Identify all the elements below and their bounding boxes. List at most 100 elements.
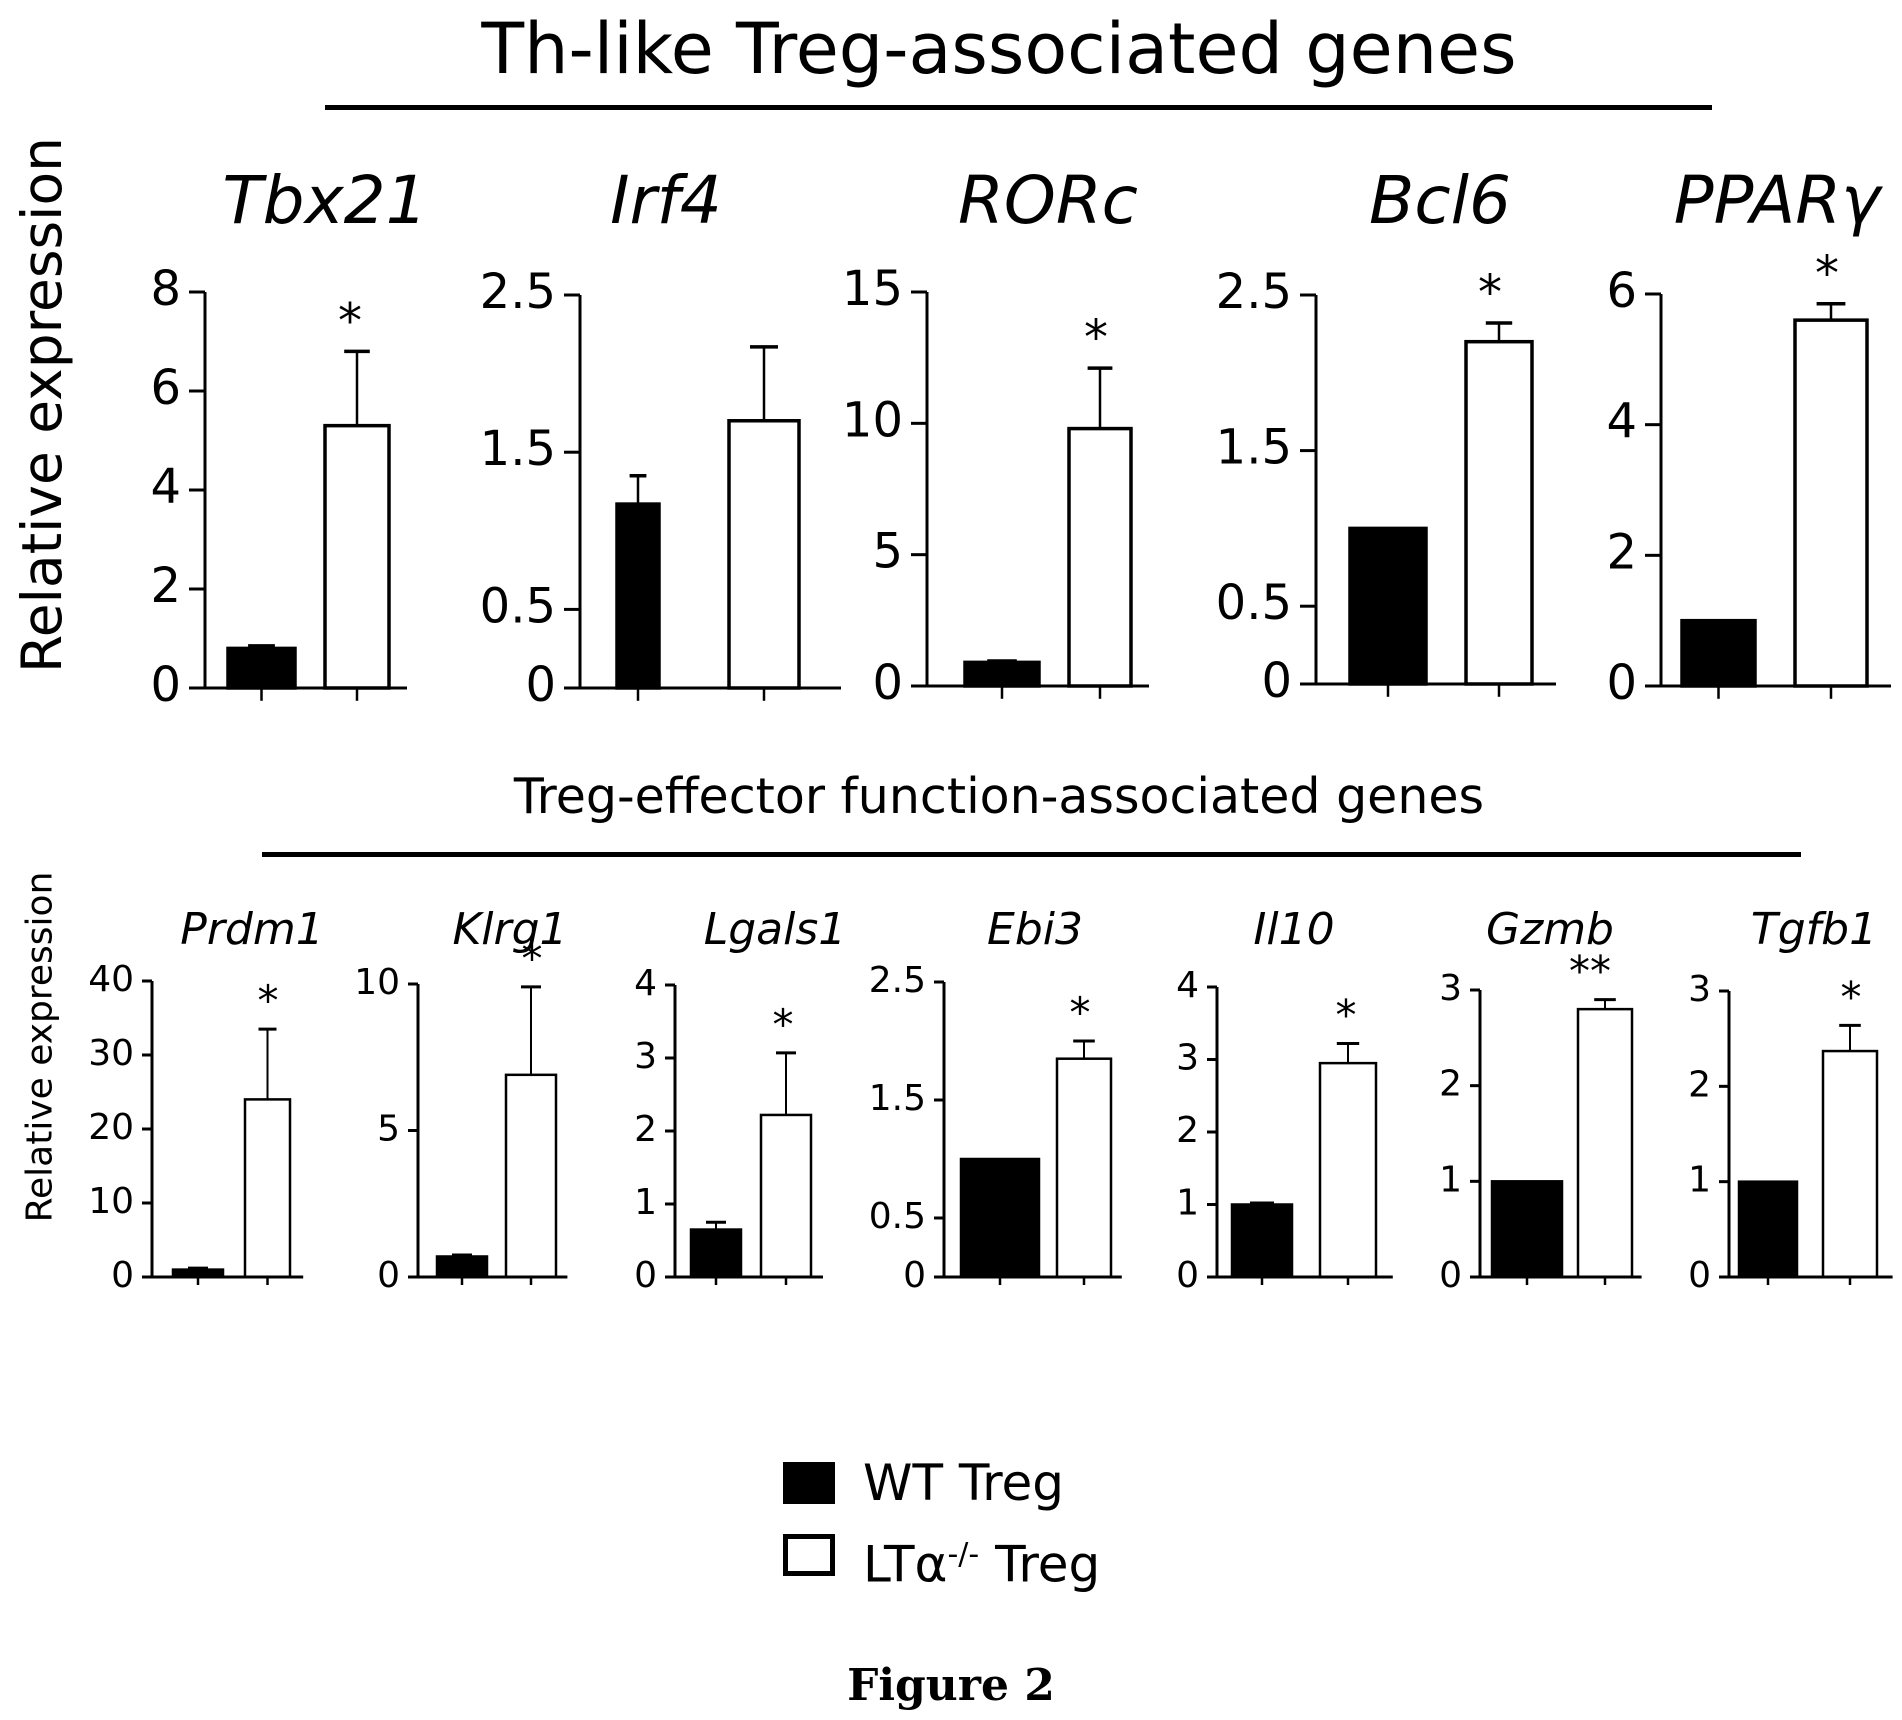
y-tick-label-tgfb1-2: 2 (1688, 1064, 1711, 1105)
chart-title-tbx21: Tbx21 (222, 162, 427, 239)
bar-ppar-ko (1793, 318, 1869, 688)
y-tick-label-lgals1-2: 2 (634, 1109, 657, 1150)
chart-title-ebi3: Ebi3 (987, 904, 1083, 955)
y-tick-label-lgals1-4: 4 (634, 963, 657, 1004)
y-tick-label-ppar-2: 4 (1606, 394, 1637, 450)
bar-ebi3-wt (959, 1157, 1041, 1279)
figure-caption: Figure 2 (847, 1660, 1055, 1711)
y-tick-label-lgals1-0: 0 (634, 1255, 657, 1296)
y-tick-label-rorc-0: 0 (872, 655, 903, 711)
y-tick-label-tgfb1-0: 0 (1688, 1255, 1711, 1296)
bar-bcl6-wt (1348, 526, 1428, 686)
y-tick-label-tbx21-1: 2 (150, 558, 181, 614)
bar-ebi3-ko (1055, 1057, 1113, 1279)
legend-label-ko-suffix: Treg (979, 1535, 1101, 1594)
y-tick-label-gzmb-1: 1 (1439, 1159, 1462, 1200)
chart-title-rorc: RORc (958, 162, 1138, 239)
y-tick-label-il10-2: 2 (1176, 1110, 1199, 1151)
bar-lgals1-wt (689, 1228, 743, 1279)
legend-label-wt: WT Treg (863, 1454, 1065, 1512)
y-tick-label-lgals1-3: 3 (634, 1036, 657, 1077)
y-tick-label-prdm1-0: 0 (111, 1255, 134, 1296)
bar-gzmb-wt (1490, 1180, 1564, 1279)
significance-il10: * (1336, 991, 1357, 1040)
y-tick-label-prdm1-3: 30 (88, 1033, 134, 1074)
bar-ppar-wt (1680, 618, 1757, 688)
chart-title-tgfb1: Tgfb1 (1751, 904, 1877, 955)
y-tick-label-klrg1-2: 10 (354, 962, 400, 1003)
bar-tbx21-wt (226, 646, 297, 690)
y-tick-label-il10-1: 1 (1176, 1183, 1199, 1224)
bar-rorc-wt (963, 660, 1041, 688)
y-tick-label-gzmb-0: 0 (1439, 1255, 1462, 1296)
y-tick-label-tbx21-3: 6 (150, 360, 181, 416)
y-tick-label-gzmb-3: 3 (1439, 968, 1462, 1009)
y-tick-label-prdm1-4: 40 (88, 959, 134, 1000)
bar-tbx21-ko (323, 423, 391, 690)
bar-klrg1-ko (504, 1073, 558, 1279)
bar-gzmb-ko (1576, 1007, 1634, 1279)
y-tick-label-ppar-3: 6 (1606, 263, 1637, 319)
bar-rorc-ko (1067, 426, 1133, 688)
chart-title-klrg1: Klrg1 (452, 904, 567, 955)
bar-lgals1-ko (759, 1113, 813, 1279)
y-tick-label-klrg1-1: 5 (377, 1109, 400, 1150)
chart-title-prdm1: Prdm1 (180, 904, 323, 955)
y-tick-label-rorc-3: 15 (842, 261, 903, 317)
y-tick-label-ppar-0: 0 (1606, 655, 1637, 711)
significance-tgfb1: * (1841, 972, 1862, 1021)
bar-tgfb1-wt (1737, 1180, 1799, 1279)
y-tick-label-tbx21-2: 4 (150, 459, 181, 515)
significance-tbx21: * (338, 293, 362, 349)
legend-swatch-wt (783, 1462, 835, 1504)
legend-label-ko-main: LTα (863, 1535, 948, 1594)
y-tick-label-irf4-1: 0.5 (480, 578, 556, 634)
y-tick-label-bcl6-0: 0 (1261, 653, 1292, 709)
chart-title-irf4: Irf4 (610, 162, 722, 239)
y-tick-label-tbx21-0: 0 (150, 657, 181, 713)
section-title-effector: Treg-effector function-associated genes (513, 768, 1485, 825)
y-tick-label-il10-3: 3 (1176, 1038, 1199, 1079)
y-tick-label-gzmb-2: 2 (1439, 1064, 1462, 1105)
significance-klrg1: * (522, 934, 543, 983)
legend-label-ko: LTα-/- Treg (863, 1530, 1100, 1590)
y-tick-label-tgfb1-3: 3 (1688, 969, 1711, 1010)
bar-tgfb1-ko (1821, 1049, 1879, 1279)
y-tick-label-irf4-3: 2.5 (480, 264, 556, 320)
y-tick-label-rorc-1: 5 (872, 524, 903, 580)
bar-il10-ko (1318, 1061, 1378, 1279)
y-tick-label-il10-0: 0 (1176, 1255, 1199, 1296)
significance-rorc: * (1084, 310, 1108, 366)
significance-gzmb: ** (1569, 947, 1611, 996)
y-tick-label-bcl6-1: 0.5 (1216, 575, 1292, 631)
y-tick-label-ebi3-1: 0.5 (869, 1196, 926, 1237)
y-tick-label-ebi3-0: 0 (903, 1255, 926, 1296)
bar-prdm1-ko (243, 1098, 292, 1279)
y-tick-label-prdm1-2: 20 (88, 1107, 134, 1148)
y-tick-label-il10-4: 4 (1176, 965, 1199, 1006)
y-tick-label-bcl6-3: 2.5 (1216, 264, 1292, 320)
bar-irf4-wt (615, 502, 661, 690)
bar-bcl6-ko (1464, 339, 1534, 686)
significance-ppar: * (1815, 246, 1839, 302)
chart-title-ppar: PPARγ (1674, 162, 1883, 239)
section-title-th-like: Th-like Treg-associated genes (481, 8, 1517, 90)
y-tick-label-ebi3-2: 1.5 (869, 1078, 926, 1119)
y-tick-label-ebi3-3: 2.5 (869, 960, 926, 1001)
significance-bcl6: * (1478, 265, 1502, 321)
chart-title-gzmb: Gzmb (1486, 904, 1614, 955)
y-tick-label-tgfb1-1: 1 (1688, 1160, 1711, 1201)
y-tick-label-lgals1-1: 1 (634, 1182, 657, 1223)
significance-prdm1: * (258, 976, 279, 1025)
y-tick-label-bcl6-2: 1.5 (1216, 420, 1292, 476)
chart-title-bcl6: Bcl6 (1369, 162, 1511, 239)
bar-irf4-ko (727, 419, 801, 690)
legend-swatch-ko (783, 1534, 835, 1576)
significance-ebi3: * (1070, 988, 1091, 1037)
section-rule-bottom (262, 852, 1801, 857)
chart-title-il10: Il10 (1253, 904, 1334, 955)
bar-klrg1-wt (435, 1255, 489, 1279)
y-tick-label-ppar-1: 2 (1606, 524, 1637, 580)
